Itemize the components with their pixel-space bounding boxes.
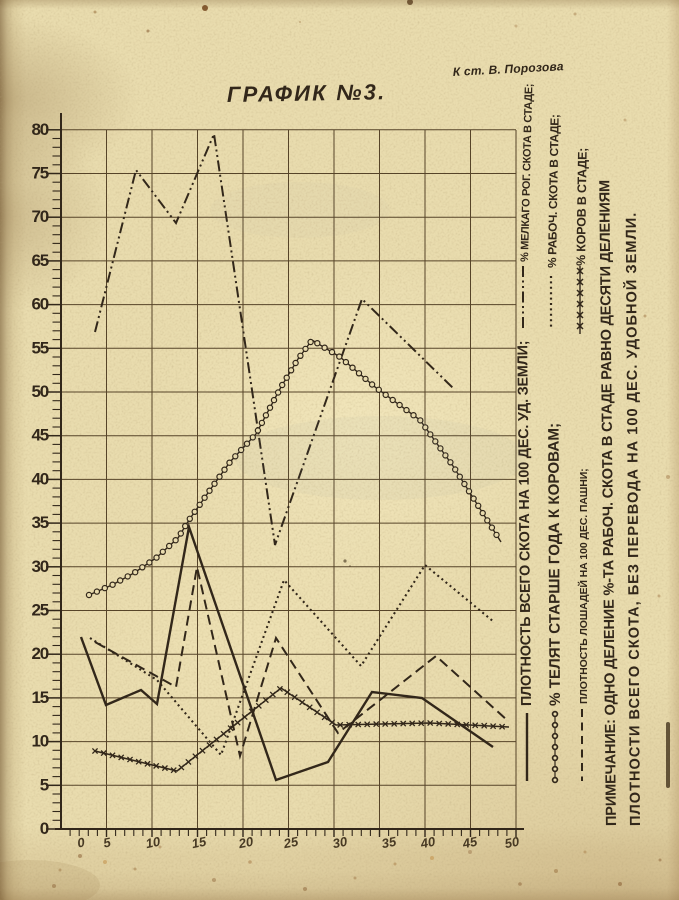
svg-text:80: 80 bbox=[31, 120, 48, 139]
svg-text:% КОРОВ В СТАДЕ;: % КОРОВ В СТАДЕ; bbox=[574, 148, 590, 266]
svg-text:70: 70 bbox=[31, 207, 48, 226]
svg-text:20: 20 bbox=[236, 834, 255, 852]
svg-text:10: 10 bbox=[31, 732, 48, 751]
svg-text:50: 50 bbox=[503, 834, 521, 852]
svg-text:30: 30 bbox=[331, 834, 349, 852]
svg-text:75: 75 bbox=[31, 164, 48, 183]
svg-text:40: 40 bbox=[418, 834, 437, 852]
svg-text:15: 15 bbox=[190, 834, 208, 852]
svg-text:ПЛОТНОСТЬ ЛОШАДЕЙ НА 100 ДЕС.: ПЛОТНОСТЬ ЛОШАДЕЙ НА 100 ДЕС. ПАШНИ; bbox=[577, 468, 590, 704]
svg-text:ГРАФИК №3.: ГРАФИК №3. bbox=[227, 79, 387, 107]
svg-text:0: 0 bbox=[40, 819, 49, 838]
svg-text:ПРИМЕЧАНИЕ: ОДНО ДЕЛЕНИЕ %-ТА: ПРИМЕЧАНИЕ: ОДНО ДЕЛЕНИЕ %-ТА РАБОЧ. СКО… bbox=[597, 180, 620, 826]
svg-text:К ст. В. Порозова: К ст. В. Порозова bbox=[452, 59, 564, 79]
svg-text:40: 40 bbox=[31, 469, 48, 488]
svg-text:45: 45 bbox=[460, 834, 479, 852]
svg-text:0: 0 bbox=[76, 834, 87, 850]
svg-text:% РАБОЧ. СКОТА В СТАДЕ;: % РАБОЧ. СКОТА В СТАДЕ; bbox=[545, 114, 562, 268]
svg-text:35: 35 bbox=[380, 834, 398, 852]
svg-text:5: 5 bbox=[40, 775, 49, 794]
svg-text:30: 30 bbox=[31, 557, 48, 576]
svg-text:55: 55 bbox=[31, 338, 48, 357]
svg-text:15: 15 bbox=[31, 688, 48, 707]
svg-text:50: 50 bbox=[31, 382, 48, 401]
svg-text:10: 10 bbox=[144, 834, 162, 852]
svg-text:65: 65 bbox=[31, 251, 48, 270]
svg-text:45: 45 bbox=[31, 426, 48, 445]
svg-text:25: 25 bbox=[31, 601, 48, 620]
svg-text:20: 20 bbox=[31, 644, 48, 663]
svg-text:% ТЕЛЯТ СТАРШЕ ГОДА К КОРОВАМ;: % ТЕЛЯТ СТАРШЕ ГОДА К КОРОВАМ; bbox=[546, 423, 564, 706]
svg-text:60: 60 bbox=[31, 295, 48, 314]
svg-text:% МЕЛКАГО РОГ. СКОТА В СТАДЕ;: % МЕЛКАГО РОГ. СКОТА В СТАДЕ; bbox=[519, 84, 535, 262]
svg-text:5: 5 bbox=[102, 834, 113, 850]
svg-text:35: 35 bbox=[31, 513, 48, 532]
svg-text:ПЛОТНОСТЬ ВСЕГО СКОТА НА 100 Д: ПЛОТНОСТЬ ВСЕГО СКОТА НА 100 ДЕС. УД. ЗЕ… bbox=[515, 341, 535, 707]
svg-text:25: 25 bbox=[281, 834, 300, 852]
svg-text:ПЛОТНОСТИ ВСЕГО СКОТА, БЕЗ ПЕР: ПЛОТНОСТИ ВСЕГО СКОТА, БЕЗ ПЕРЕВОДА НА 1… bbox=[622, 212, 644, 826]
